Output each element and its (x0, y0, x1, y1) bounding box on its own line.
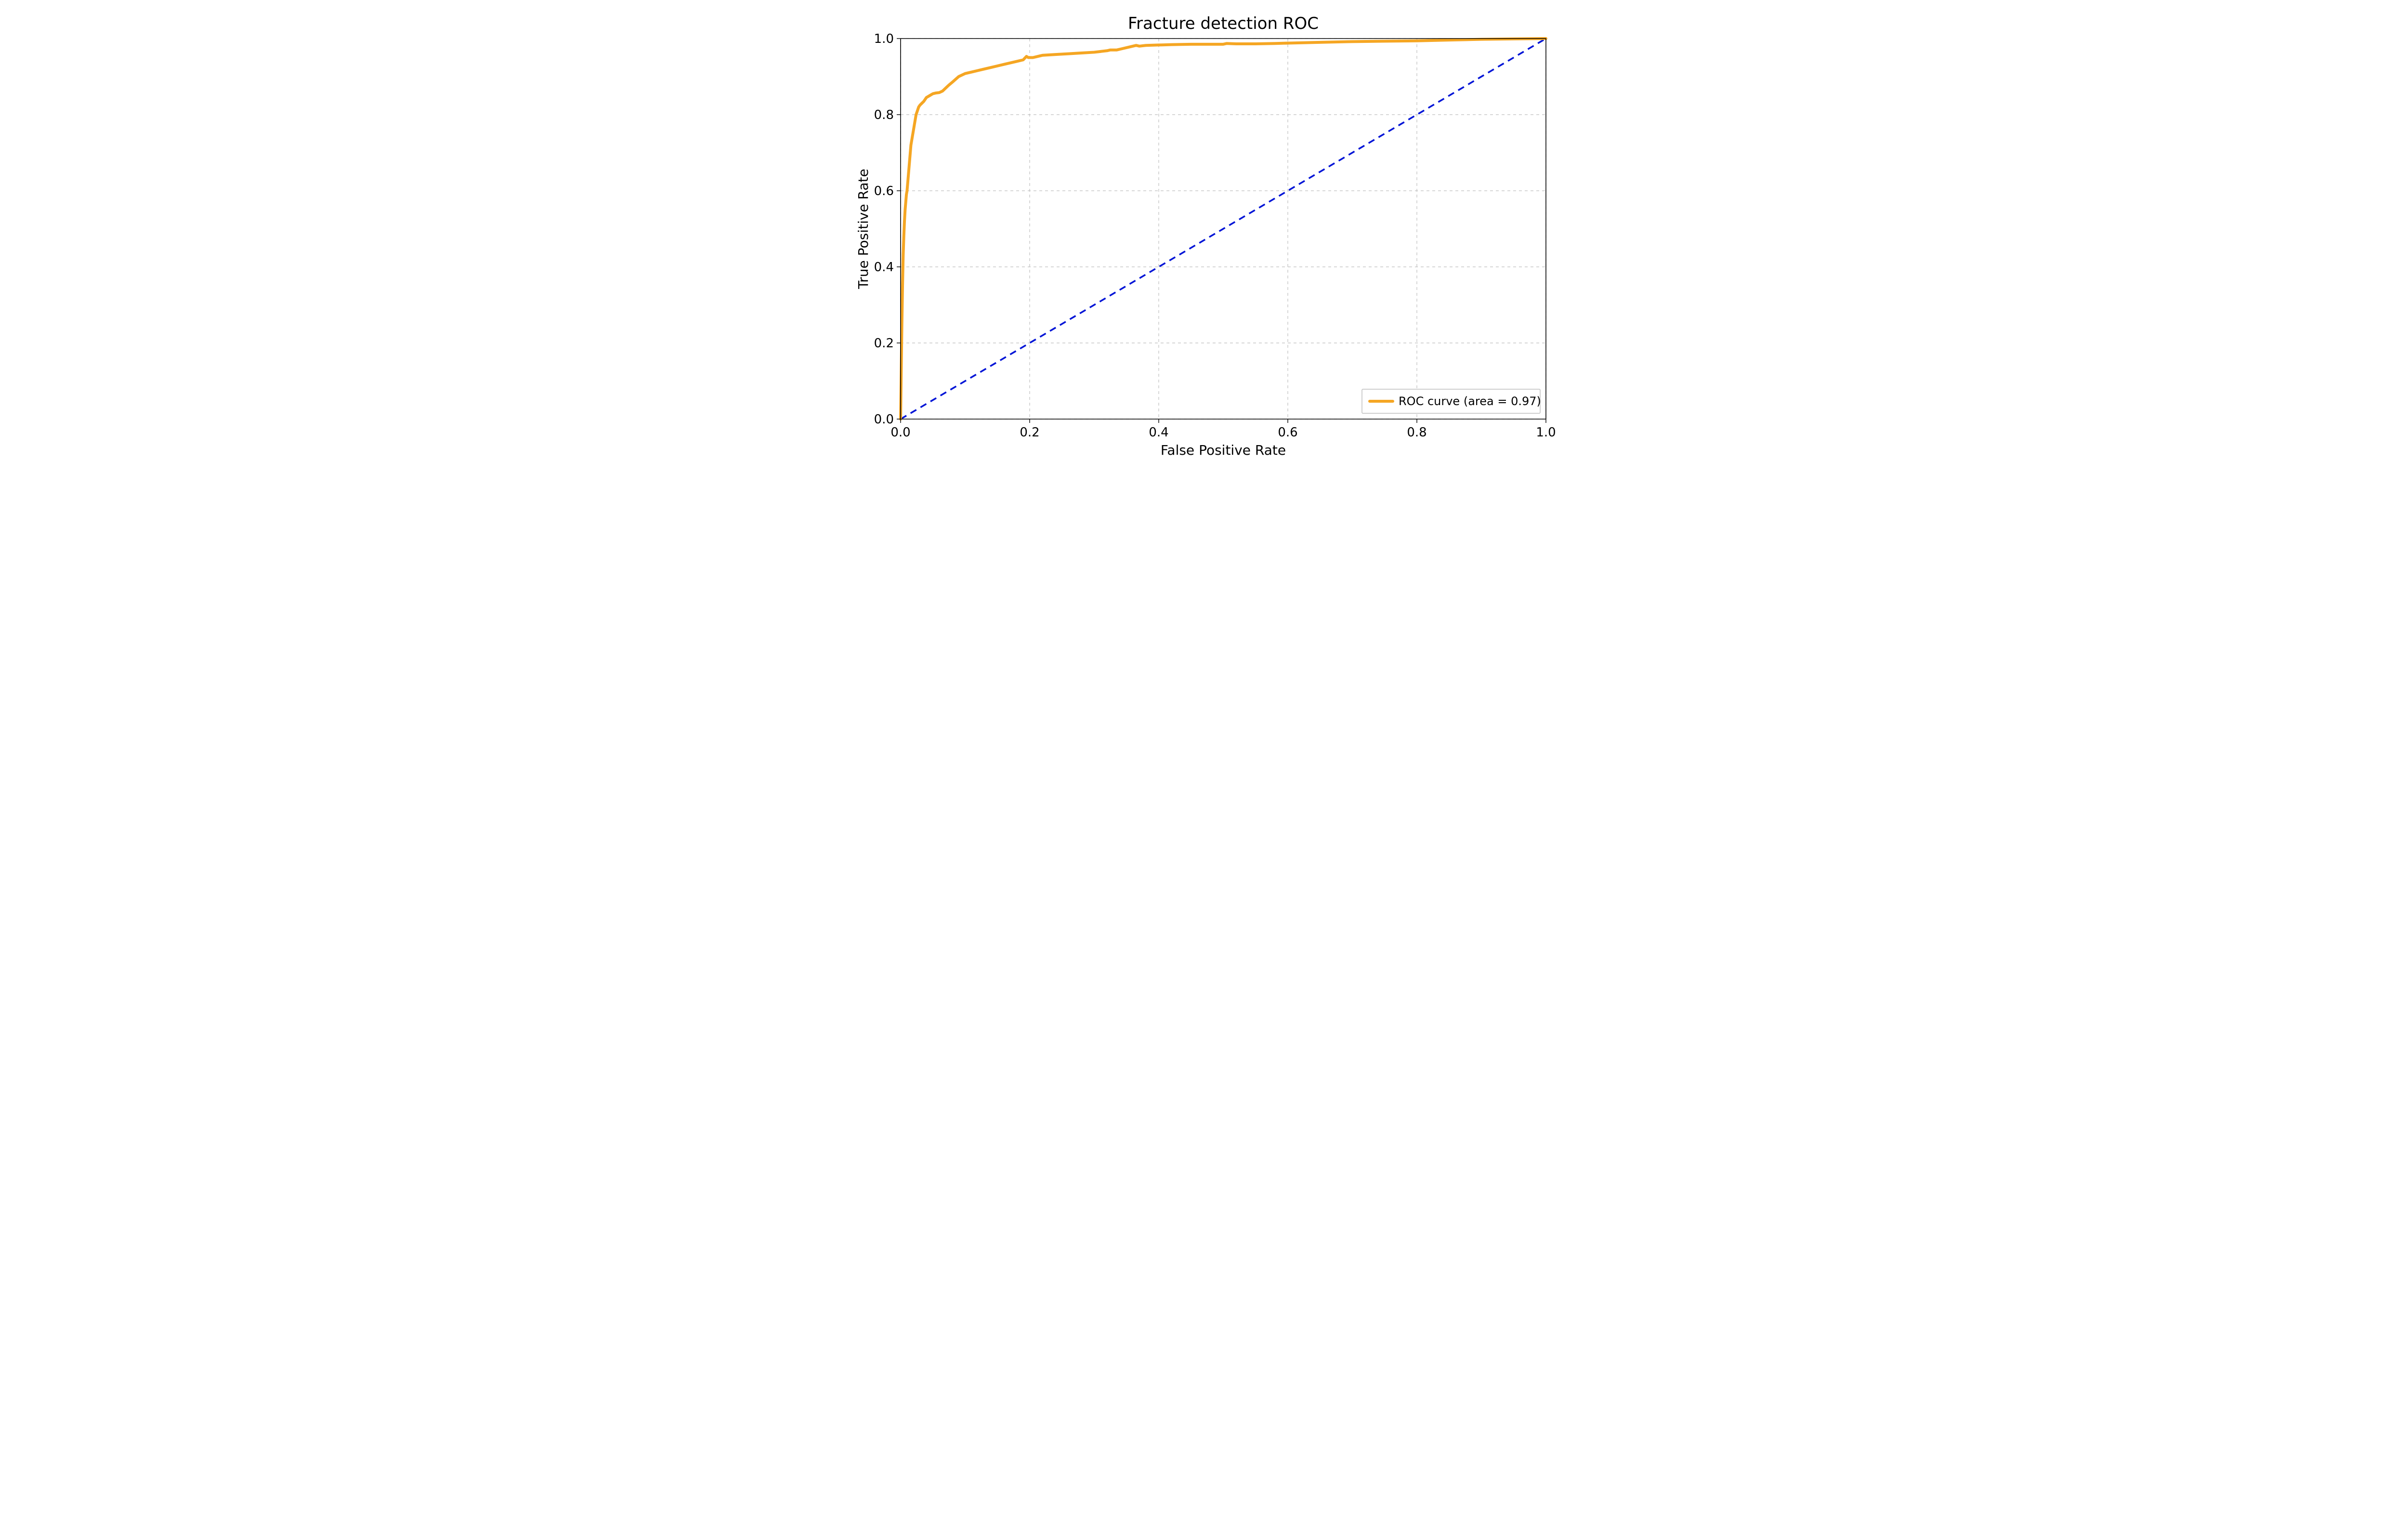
roc-svg: 0.0 0.2 0.4 0.6 0.8 1.0 0.0 0.2 0.4 0.6 0.8 1.0 Fals… (843, 10, 1565, 467)
xtick-label: 0.6 (1278, 425, 1297, 440)
ytick-label: 0.2 (874, 336, 894, 351)
xlabel: False Positive Rate (1161, 442, 1286, 458)
roc-chart: 0.0 0.2 0.4 0.6 0.8 1.0 0.0 0.2 0.4 0.6 0.8 1.0 Fals… (843, 10, 1565, 467)
ylabel: True Positive Rate (855, 169, 871, 289)
ytick-label: 0.4 (874, 260, 894, 275)
chart-title: Fracture detection ROC (1128, 14, 1319, 33)
ytick-label: 0.8 (874, 108, 894, 122)
ytick-label: 1.0 (874, 32, 894, 46)
ytick-label: 0.6 (874, 184, 894, 198)
xtick-label: 0.0 (890, 425, 910, 440)
legend-label: ROC curve (area = 0.97) (1399, 395, 1541, 408)
ytick-label: 0.0 (874, 412, 894, 427)
xtick-label: 0.8 (1407, 425, 1426, 440)
xtick-label: 1.0 (1536, 425, 1556, 440)
xtick-label: 0.2 (1020, 425, 1039, 440)
xtick-label: 0.4 (1149, 425, 1168, 440)
